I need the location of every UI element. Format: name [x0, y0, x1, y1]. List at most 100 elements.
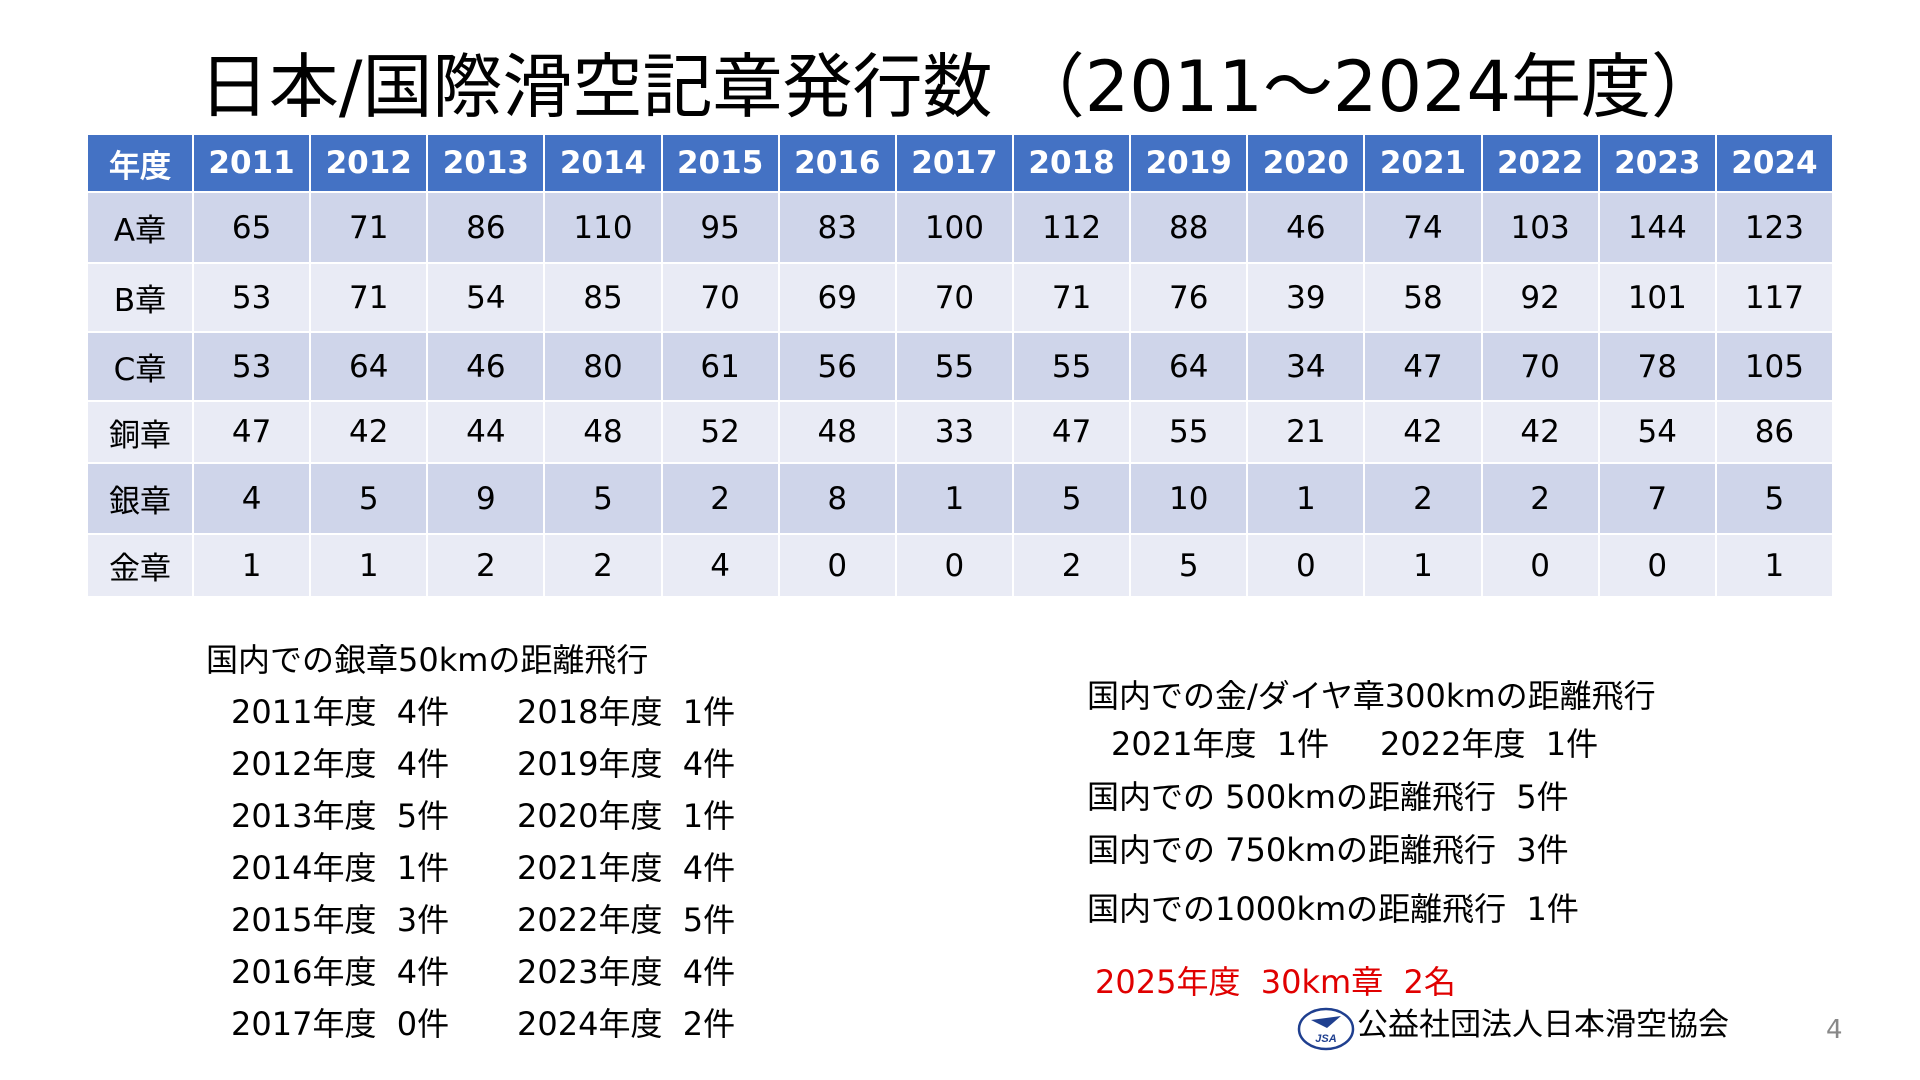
data-cell: 64 — [1131, 333, 1249, 402]
data-cell: 105 — [1716, 333, 1834, 402]
data-cell: 5 — [545, 464, 663, 535]
header-cell: 2022 — [1482, 135, 1600, 193]
silver-item: 2012年度 4件 — [231, 745, 450, 783]
silver-item: 2013年度 5件 — [231, 797, 450, 835]
header-cell: 2023 — [1599, 135, 1717, 193]
data-cell: 39 — [1248, 264, 1366, 333]
data-cell: 86 — [1716, 402, 1834, 464]
data-cell: 1 — [1248, 464, 1366, 535]
data-cell: 88 — [1131, 193, 1249, 264]
row-label: B章 — [88, 264, 194, 333]
data-cell: 101 — [1599, 264, 1717, 333]
silver-item: 2011年度 4件 — [231, 693, 450, 731]
header-cell: 2021 — [1365, 135, 1483, 193]
data-cell: 48 — [779, 402, 897, 464]
data-cell: 21 — [1248, 402, 1366, 464]
data-cell: 34 — [1248, 333, 1366, 402]
organization: 公益社団法人日本滑空協会 — [1357, 1007, 1729, 1043]
header-cell: 2015 — [662, 135, 780, 193]
data-cell: 0 — [779, 535, 897, 598]
data-cell: 52 — [662, 402, 780, 464]
silver-item: 2019年度 4件 — [517, 745, 736, 783]
data-cell: 58 — [1365, 264, 1483, 333]
data-cell: 0 — [1482, 535, 1600, 598]
data-cell: 70 — [1482, 333, 1600, 402]
data-cell: 47 — [194, 402, 312, 464]
silver-item: 2014年度 1件 — [231, 849, 450, 887]
silver-item: 2022年度 5件 — [517, 901, 736, 939]
logo-text: JSA — [1315, 1033, 1336, 1045]
data-cell: 92 — [1482, 264, 1600, 333]
header-cell: 2024 — [1716, 135, 1834, 193]
data-cell: 80 — [545, 333, 663, 402]
header-cell: 2017 — [896, 135, 1014, 193]
data-cell: 4 — [194, 464, 312, 535]
data-cell: 71 — [311, 193, 429, 264]
data-cell: 2 — [662, 464, 780, 535]
long-item: 国内での1000kmの距離飛行 1件 — [1087, 890, 1579, 928]
data-cell: 0 — [1248, 535, 1366, 598]
silver-item: 2016年度 4件 — [231, 953, 450, 991]
page-number: 4 — [1826, 1015, 1843, 1045]
data-cell: 2 — [1482, 464, 1600, 535]
logo-ring — [1297, 1007, 1355, 1051]
data-cell: 0 — [896, 535, 1014, 598]
data-cell: 123 — [1716, 193, 1834, 264]
data-cell: 0 — [1599, 535, 1717, 598]
silver-heading: 国内での銀章50kmの距離飛行 — [206, 641, 649, 679]
row-label: 銀章 — [88, 464, 194, 535]
data-cell: 74 — [1365, 193, 1483, 264]
data-cell: 53 — [194, 333, 312, 402]
long-detail: 2021年度 1件 2022年度 1件 — [1111, 725, 1599, 763]
data-cell: 71 — [1014, 264, 1132, 333]
data-cell: 9 — [428, 464, 546, 535]
data-cell: 70 — [896, 264, 1014, 333]
header-cell: 年度 — [88, 135, 194, 193]
data-cell: 7 — [1599, 464, 1717, 535]
data-cell: 2 — [1014, 535, 1132, 598]
note: 2025年度 30km章 2名 — [1095, 963, 1456, 1001]
long-item: 国内での 500kmの距離飛行 5件 — [1087, 778, 1569, 816]
data-cell: 78 — [1599, 333, 1717, 402]
slide-title: 日本/国際滑空記章発行数 （2011～2024年度） — [198, 46, 1722, 128]
data-cell: 2 — [1365, 464, 1483, 535]
data-cell: 110 — [545, 193, 663, 264]
header-cell: 2018 — [1014, 135, 1132, 193]
data-cell: 71 — [311, 264, 429, 333]
data-cell: 61 — [662, 333, 780, 402]
data-cell: 42 — [311, 402, 429, 464]
data-cell: 54 — [428, 264, 546, 333]
header-cell: 2020 — [1248, 135, 1366, 193]
data-cell: 5 — [1716, 464, 1834, 535]
data-cell: 44 — [428, 402, 546, 464]
header-cell: 2016 — [779, 135, 897, 193]
silver-item: 2020年度 1件 — [517, 797, 736, 835]
header-cell: 2014 — [545, 135, 663, 193]
data-cell: 42 — [1482, 402, 1600, 464]
data-cell: 33 — [896, 402, 1014, 464]
data-cell: 95 — [662, 193, 780, 264]
data-cell: 144 — [1599, 193, 1717, 264]
data-cell: 112 — [1014, 193, 1132, 264]
data-cell: 76 — [1131, 264, 1249, 333]
silver-item: 2024年度 2件 — [517, 1005, 736, 1043]
data-cell: 5 — [1131, 535, 1249, 598]
long-item: 国内での 750kmの距離飛行 3件 — [1087, 831, 1569, 869]
logo: JSA — [1297, 1007, 1355, 1051]
data-cell: 1 — [194, 535, 312, 598]
data-cell: 46 — [1248, 193, 1366, 264]
data-cell: 86 — [428, 193, 546, 264]
data-cell: 55 — [1014, 333, 1132, 402]
row-label: 金章 — [88, 535, 194, 598]
data-cell: 48 — [545, 402, 663, 464]
header-cell: 2013 — [428, 135, 546, 193]
silver-item: 2015年度 3件 — [231, 901, 450, 939]
data-cell: 70 — [662, 264, 780, 333]
data-cell: 1 — [1365, 535, 1483, 598]
data-cell: 103 — [1482, 193, 1600, 264]
data-cell: 5 — [311, 464, 429, 535]
row-label: C章 — [88, 333, 194, 402]
data-cell: 42 — [1365, 402, 1483, 464]
